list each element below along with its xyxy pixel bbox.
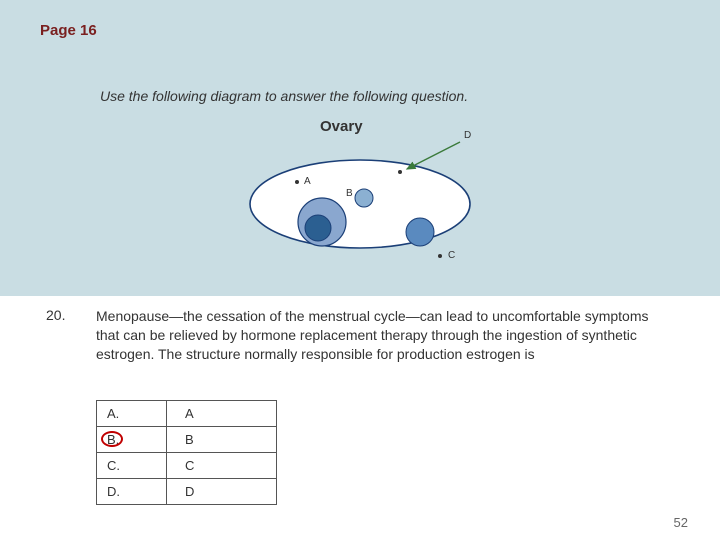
- ovary-structure-1: [305, 215, 331, 241]
- answer-key: B.: [97, 427, 167, 453]
- label-a: A: [304, 176, 311, 187]
- page-number: 52: [674, 515, 688, 530]
- label-b: B: [346, 188, 353, 199]
- ovary-structure-2: [355, 189, 373, 207]
- answer-row-a[interactable]: A.A: [97, 401, 277, 427]
- ovary-svg: [200, 128, 520, 288]
- answer-value: C: [167, 453, 277, 479]
- instruction-text: Use the following diagram to answer the …: [100, 88, 468, 104]
- answer-value: A: [167, 401, 277, 427]
- ovary-structure-3: [406, 218, 434, 246]
- answer-row-c[interactable]: C.C: [97, 453, 277, 479]
- ovary-diagram: A B C D: [200, 128, 520, 288]
- label-dot-d: [398, 170, 402, 174]
- pointer-arrow: [407, 142, 460, 169]
- label-dot-a: [295, 180, 299, 184]
- answer-value: B: [167, 427, 277, 453]
- question-number: 20.: [46, 307, 65, 323]
- label-d: D: [464, 130, 471, 141]
- answer-table: A.AB.BC.CD.D: [96, 400, 277, 505]
- label-dot-c: [438, 254, 442, 258]
- answer-row-b[interactable]: B.B: [97, 427, 277, 453]
- answer-key: D.: [97, 479, 167, 505]
- answer-row-d[interactable]: D.D: [97, 479, 277, 505]
- label-c: C: [448, 250, 455, 261]
- page-title: Page 16: [40, 22, 97, 39]
- answer-key: C.: [97, 453, 167, 479]
- answer-key: A.: [97, 401, 167, 427]
- answer-value: D: [167, 479, 277, 505]
- correct-answer-ring: [101, 431, 123, 447]
- question-text: Menopause—the cessation of the menstrual…: [96, 307, 666, 364]
